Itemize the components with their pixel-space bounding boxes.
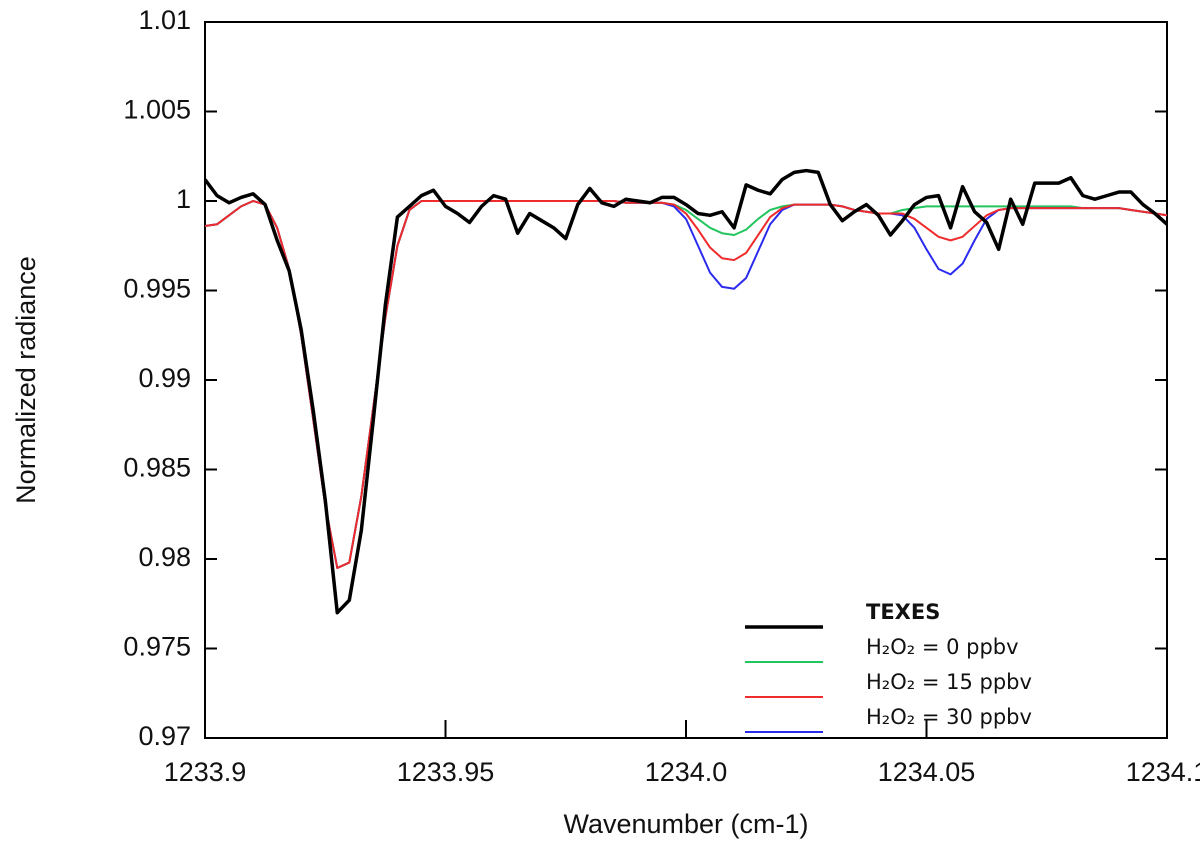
y-tick-label: 0.99 bbox=[138, 363, 191, 393]
x-tick-label: 1233.95 bbox=[397, 757, 495, 787]
series-line bbox=[205, 200, 1167, 569]
y-axis-title: Normalized radiance bbox=[11, 256, 41, 504]
y-tick-label: 1 bbox=[176, 184, 191, 214]
y-tick-label: 0.98 bbox=[138, 542, 191, 572]
y-tick-label: 1.005 bbox=[123, 95, 191, 125]
x-tick-label: 1234.1 bbox=[1126, 757, 1200, 787]
x-tick-label: 1234.0 bbox=[645, 757, 728, 787]
plot-lines bbox=[205, 168, 1167, 615]
series-line bbox=[205, 200, 1167, 569]
x-axis-title: Wavenumber (cm-1) bbox=[563, 809, 808, 839]
x-tick-label: 1234.05 bbox=[878, 757, 976, 787]
y-tick-label: 0.97 bbox=[138, 721, 191, 751]
legend-label: H₂O₂ = 30 ppbv bbox=[866, 705, 1032, 729]
series-line bbox=[205, 200, 1167, 569]
legend-label: H₂O₂ = 0 ppbv bbox=[866, 635, 1019, 659]
x-tick-label: 1233.9 bbox=[164, 757, 247, 787]
plot-frame bbox=[204, 21, 1168, 739]
y-tick-label: 0.995 bbox=[123, 274, 191, 304]
y-tick-label: 0.975 bbox=[123, 632, 191, 662]
legend-label: H₂O₂ = 15 ppbv bbox=[866, 670, 1032, 694]
legend-label: TEXES bbox=[866, 600, 940, 624]
y-tick-label: 1.01 bbox=[138, 5, 191, 35]
series-line bbox=[205, 168, 1167, 615]
y-tick-label: 0.985 bbox=[123, 453, 191, 483]
